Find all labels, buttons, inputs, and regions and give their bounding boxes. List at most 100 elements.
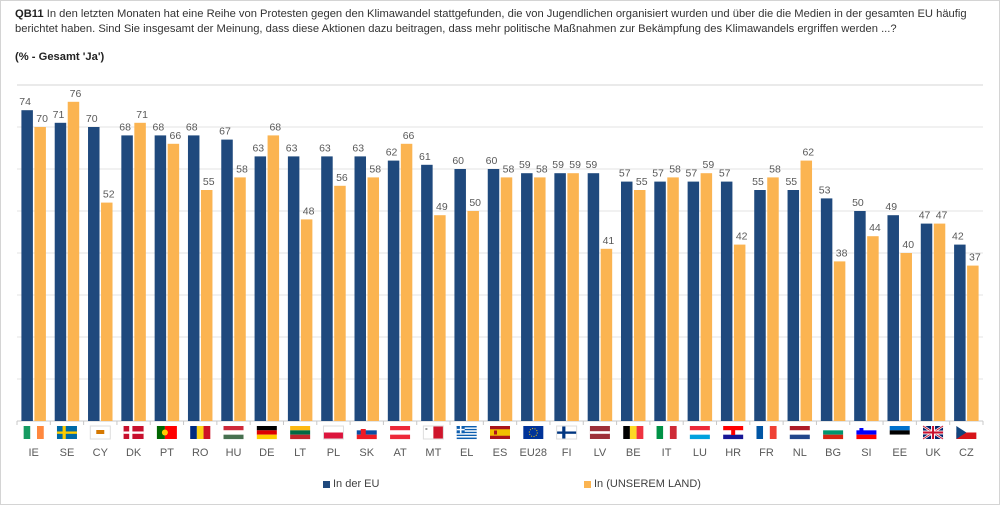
category-label: DE	[259, 447, 274, 459]
bar-eu	[887, 215, 899, 421]
data-label-country: 59	[703, 159, 715, 171]
bar-country	[367, 177, 380, 421]
data-label-eu: 57	[686, 168, 698, 180]
bars	[21, 101, 979, 422]
data-label-country: 37	[969, 252, 981, 264]
flag-italy-icon	[656, 426, 677, 439]
legend-label-country: In (UNSEREM LAND)	[594, 478, 701, 490]
data-labels: 74 70 71 76 70 52 68 71 68 66 68 55 67 58 63 68 63 48 63 56…	[19, 88, 981, 264]
category-label: HU	[226, 447, 242, 459]
flag-hungary-icon	[223, 426, 244, 440]
data-label-country: 58	[236, 163, 248, 175]
data-label-country: 47	[936, 210, 948, 222]
data-label-country: 42	[736, 231, 748, 243]
legend: In der EU In (UNSEREM LAND)	[1, 478, 999, 494]
data-label-eu: 70	[86, 113, 98, 125]
data-label-country: 41	[603, 235, 615, 247]
bar-eu	[454, 169, 466, 421]
flag-romania-icon	[190, 426, 211, 439]
bar-country	[434, 215, 446, 421]
question-text: In den letzten Monaten hat eine Reihe vo…	[15, 8, 967, 35]
data-label-eu: 57	[619, 168, 631, 180]
flag-uk-icon	[922, 424, 944, 441]
data-label-eu: 42	[952, 231, 964, 243]
bar-country	[34, 127, 46, 421]
flag-spain-icon	[490, 426, 510, 439]
data-label-eu: 55	[785, 176, 797, 188]
bar-country	[101, 202, 113, 421]
category-label: SE	[60, 447, 75, 459]
x-axis: IE SE CY DK PT RO HU DE LT PL SK AT MT EL ES EU28 FI LV BE…	[16, 421, 984, 459]
bar-eu	[54, 122, 67, 422]
bar-country	[200, 190, 213, 421]
data-label-country: 52	[103, 189, 115, 201]
bar-eu	[387, 160, 400, 421]
data-label-eu: 71	[53, 109, 65, 121]
bar-country	[833, 261, 846, 421]
data-label-country: 62	[802, 147, 814, 159]
bar-chart: 74 70 71 76 70 52 68 71 68 66 68 55 67 58 63 68 63 48 63 56…	[16, 84, 984, 459]
category-label: EL	[460, 447, 473, 459]
data-label-country: 56	[336, 172, 348, 184]
data-label-eu: 67	[219, 126, 231, 138]
bar-country	[933, 223, 946, 421]
data-label-eu: 74	[19, 96, 31, 108]
category-label: CY	[93, 447, 109, 459]
bar-eu	[820, 198, 833, 421]
bar-eu	[421, 164, 433, 422]
flag-czechia-icon	[956, 426, 977, 439]
data-label-country: 76	[70, 88, 82, 100]
bar-country	[67, 101, 80, 422]
data-label-country: 49	[436, 201, 448, 213]
data-label-eu: 68	[153, 121, 165, 133]
bar-eu	[154, 135, 167, 421]
category-label: MT	[425, 447, 441, 459]
data-label-eu: 63	[319, 142, 331, 154]
bar-eu	[620, 181, 633, 421]
bar-country	[767, 177, 779, 421]
flag-croatia-icon	[723, 426, 744, 440]
data-label-country: 40	[902, 239, 914, 251]
legend-item-country: In (UNSEREM LAND)	[584, 478, 701, 490]
data-label-eu: 50	[852, 197, 864, 209]
flag-slovenia-icon	[856, 426, 877, 440]
flag-greece-icon	[456, 426, 477, 440]
flag-belgium-icon	[623, 426, 644, 439]
flag-slovakia-icon	[356, 426, 377, 440]
legend-label-eu: In der EU	[333, 478, 380, 490]
bar-eu	[720, 181, 733, 421]
data-label-country: 58	[369, 163, 381, 175]
bar-country	[667, 177, 679, 421]
flag-eu-icon	[523, 426, 544, 439]
bar-country	[300, 219, 313, 421]
flag-ireland-icon	[23, 426, 44, 439]
data-label-eu: 63	[286, 142, 298, 154]
data-label-eu: 60	[452, 155, 464, 167]
data-label-eu: 63	[352, 142, 364, 154]
data-label-country: 59	[569, 159, 581, 171]
flag-portugal-icon	[156, 426, 177, 439]
data-label-eu: 60	[486, 155, 498, 167]
bar-country	[700, 173, 713, 421]
flag-malta-icon	[422, 425, 444, 440]
category-label: EE	[892, 447, 907, 459]
data-label-country: 38	[836, 247, 848, 259]
category-label: LT	[294, 447, 306, 459]
data-label-eu: 57	[719, 168, 731, 180]
legend-swatch-eu	[323, 480, 330, 488]
chart-title: QB11 In den letzten Monaten hat eine Rei…	[15, 7, 975, 36]
data-label-country: 58	[536, 163, 548, 175]
category-label: ES	[493, 447, 508, 459]
flag-finland-icon	[556, 425, 578, 440]
bar-country	[234, 177, 246, 421]
bar-eu	[221, 139, 233, 421]
category-label: UK	[925, 447, 941, 459]
flag-denmark-icon	[123, 426, 144, 439]
data-label-eu: 68	[186, 121, 198, 133]
category-label: HR	[725, 447, 741, 459]
bar-country	[633, 190, 646, 421]
bar-eu	[88, 127, 100, 421]
bar-country	[400, 143, 413, 422]
bar-country	[600, 248, 613, 421]
data-label-country: 55	[203, 176, 215, 188]
